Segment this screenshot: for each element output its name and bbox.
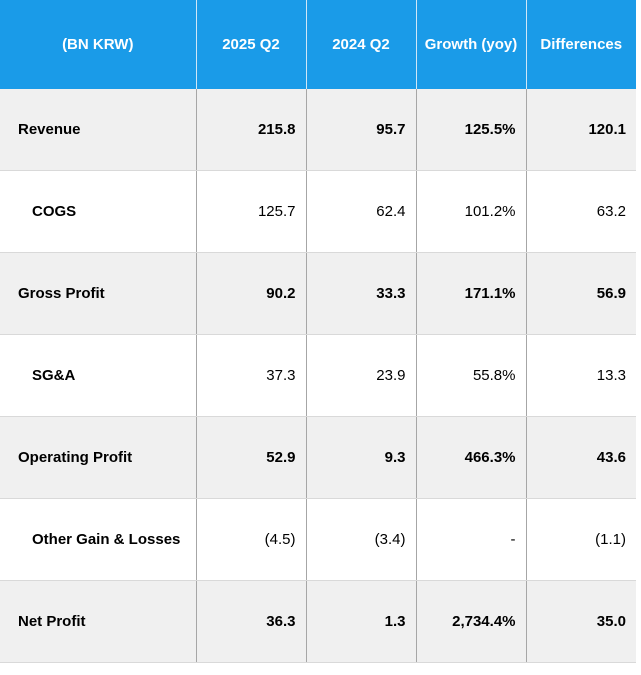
value-cell: 56.9 bbox=[526, 252, 636, 335]
value-cell: (4.5) bbox=[196, 498, 307, 581]
table-row: Net Profit 36.3 1.3 2,734.4% 35.0 bbox=[0, 580, 636, 663]
value-cell: 215.8 bbox=[196, 89, 307, 171]
value-cell: 125.5% bbox=[416, 89, 527, 171]
financial-table: (BN KRW) 2025 Q2 2024 Q2 Growth (yoy) Differ… bbox=[0, 0, 636, 663]
row-label: Gross Profit bbox=[0, 252, 197, 335]
value-cell: 1.3 bbox=[306, 580, 417, 663]
value-cell: (3.4) bbox=[306, 498, 417, 581]
value-cell: 2,734.4% bbox=[416, 580, 527, 663]
value-cell: 90.2 bbox=[196, 252, 307, 335]
header-cell: (BN KRW) bbox=[0, 0, 197, 89]
value-cell: 23.9 bbox=[306, 334, 417, 417]
value-cell: 120.1 bbox=[526, 89, 636, 171]
row-label: COGS bbox=[0, 170, 197, 253]
value-cell: 13.3 bbox=[526, 334, 636, 417]
table-row: Revenue 215.8 95.7 125.5% 120.1 bbox=[0, 89, 636, 171]
value-cell: 36.3 bbox=[196, 580, 307, 663]
header-cell: 2025 Q2 bbox=[196, 0, 307, 89]
value-cell: 35.0 bbox=[526, 580, 636, 663]
value-cell: 52.9 bbox=[196, 416, 307, 499]
table-row: Gross Profit 90.2 33.3 171.1% 56.9 bbox=[0, 252, 636, 335]
header-cell: Differences bbox=[526, 0, 636, 89]
value-cell: 95.7 bbox=[306, 89, 417, 171]
value-cell: 55.8% bbox=[416, 334, 527, 417]
value-cell: 63.2 bbox=[526, 170, 636, 253]
value-cell: 9.3 bbox=[306, 416, 417, 499]
value-cell: 62.4 bbox=[306, 170, 417, 253]
value-cell: 101.2% bbox=[416, 170, 527, 253]
header-cell: Growth (yoy) bbox=[416, 0, 527, 89]
header-row: (BN KRW) 2025 Q2 2024 Q2 Growth (yoy) Differ… bbox=[0, 0, 636, 89]
value-cell: 33.3 bbox=[306, 252, 417, 335]
value-cell: (1.1) bbox=[526, 498, 636, 581]
header-cell: 2024 Q2 bbox=[306, 0, 417, 89]
row-label: Revenue bbox=[0, 89, 197, 171]
table-row: COGS 125.7 62.4 101.2% 63.2 bbox=[0, 170, 636, 253]
table-row: Other Gain & Losses (4.5) (3.4) - (1.1) bbox=[0, 498, 636, 581]
value-cell: 125.7 bbox=[196, 170, 307, 253]
row-label: Other Gain & Losses bbox=[0, 498, 197, 581]
row-label: Operating Profit bbox=[0, 416, 197, 499]
value-cell: 43.6 bbox=[526, 416, 636, 499]
value-cell: 171.1% bbox=[416, 252, 527, 335]
value-cell: - bbox=[416, 498, 527, 581]
row-label: SG&A bbox=[0, 334, 197, 417]
table-row: SG&A 37.3 23.9 55.8% 13.3 bbox=[0, 334, 636, 417]
value-cell: 37.3 bbox=[196, 334, 307, 417]
table-row: Operating Profit 52.9 9.3 466.3% 43.6 bbox=[0, 416, 636, 499]
row-label: Net Profit bbox=[0, 580, 197, 663]
value-cell: 466.3% bbox=[416, 416, 527, 499]
